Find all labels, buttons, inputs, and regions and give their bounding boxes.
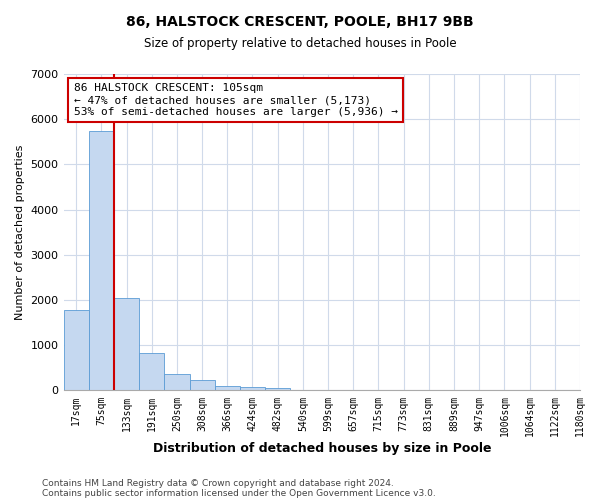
Text: 86 HALSTOCK CRESCENT: 105sqm
← 47% of detached houses are smaller (5,173)
53% of: 86 HALSTOCK CRESCENT: 105sqm ← 47% of de… (74, 84, 398, 116)
Text: 86, HALSTOCK CRESCENT, POOLE, BH17 9BB: 86, HALSTOCK CRESCENT, POOLE, BH17 9BB (126, 15, 474, 29)
Bar (114, 298, 139, 390)
Bar (215, 386, 240, 390)
Bar (89, 130, 114, 390)
X-axis label: Distribution of detached houses by size in Poole: Distribution of detached houses by size … (152, 442, 491, 455)
Text: Contains HM Land Registry data © Crown copyright and database right 2024.: Contains HM Land Registry data © Crown c… (42, 478, 394, 488)
Bar (164, 374, 190, 390)
Y-axis label: Number of detached properties: Number of detached properties (15, 144, 25, 320)
Bar (240, 388, 265, 390)
Bar (265, 388, 290, 390)
Bar (139, 353, 164, 391)
Text: Contains public sector information licensed under the Open Government Licence v3: Contains public sector information licen… (42, 488, 436, 498)
Bar (190, 380, 215, 390)
Text: Size of property relative to detached houses in Poole: Size of property relative to detached ho… (143, 38, 457, 51)
Bar (64, 310, 89, 390)
